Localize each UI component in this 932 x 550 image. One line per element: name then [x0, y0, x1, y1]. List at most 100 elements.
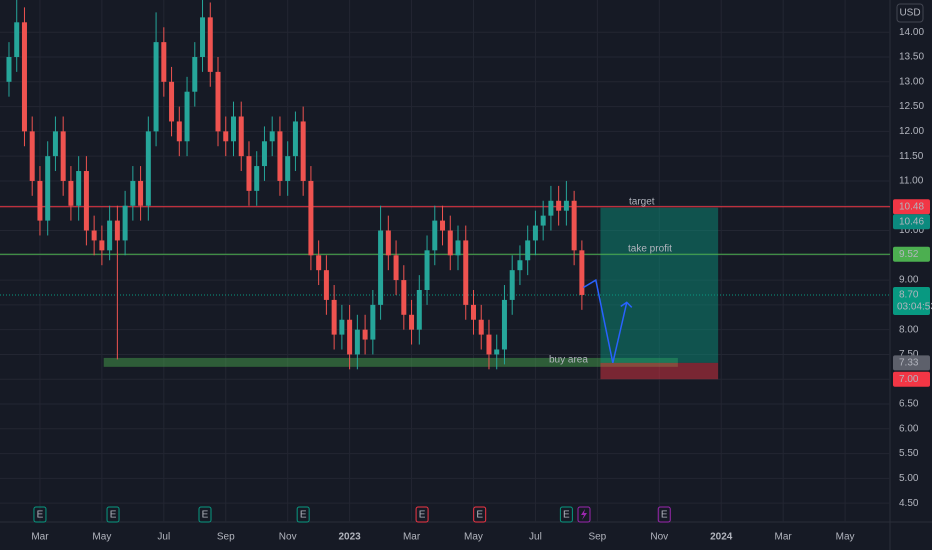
- candle-body: [463, 240, 469, 305]
- x-tick-label: Mar: [775, 532, 793, 543]
- candle-body: [571, 200, 577, 251]
- x-tick-label: 2024: [710, 532, 733, 543]
- candle-body: [525, 240, 531, 261]
- y-tick-label: 6.00: [899, 423, 919, 434]
- x-tick-label: May: [836, 532, 855, 543]
- price-marker: [893, 214, 930, 230]
- candle-body: [486, 334, 492, 355]
- candle-body: [378, 230, 384, 305]
- y-tick-label: 8.00: [899, 324, 919, 335]
- price-marker-label: 9.52: [899, 249, 919, 260]
- candle-body: [540, 215, 546, 226]
- candle-body: [169, 81, 175, 122]
- candle-body: [29, 131, 35, 181]
- y-tick-label: 11.50: [899, 151, 924, 162]
- x-tick-label: Jul: [529, 532, 542, 543]
- candle-body: [339, 319, 345, 335]
- price-marker: [893, 371, 930, 387]
- candle-body: [130, 180, 136, 206]
- candle-body: [532, 225, 538, 241]
- event-icon: [33, 506, 47, 523]
- candle-body: [347, 319, 353, 355]
- price-marker: [893, 199, 930, 215]
- y-tick-label: 11.00: [899, 176, 924, 187]
- price-marker-label: 10.48: [899, 201, 924, 212]
- profit-zone: [600, 207, 719, 363]
- y-tick-label: 14.00: [899, 27, 924, 38]
- candle-body: [478, 319, 484, 335]
- y-tick-label: 12.00: [899, 126, 924, 137]
- candle-body: [409, 314, 415, 330]
- candle-body: [509, 270, 515, 300]
- event-label: E: [419, 510, 426, 521]
- x-tick-label: Jul: [157, 532, 170, 543]
- candle-body: [401, 280, 407, 315]
- candle-body: [138, 180, 144, 206]
- candle-body: [14, 22, 20, 58]
- event-icon: [657, 506, 671, 523]
- y-tick-label: 12.50: [899, 101, 924, 112]
- candle-body: [176, 121, 182, 142]
- price-marker-label: 7.00: [899, 374, 919, 385]
- event-icon: [198, 506, 212, 523]
- y-tick-label: 9.00: [899, 275, 919, 286]
- candle-body: [99, 240, 105, 251]
- candle-body: [6, 57, 12, 82]
- candle-body: [21, 22, 27, 132]
- event-label: E: [110, 510, 117, 521]
- candle-body: [230, 116, 236, 142]
- candle-body: [161, 42, 167, 82]
- candle-body: [362, 329, 368, 340]
- candle-body: [200, 17, 206, 58]
- stop-zone: [600, 362, 719, 380]
- x-tick-label: Nov: [650, 532, 668, 543]
- event-label: E: [661, 510, 668, 521]
- candle-body: [76, 171, 82, 206]
- candle-body: [52, 131, 58, 157]
- candle-body: [424, 250, 430, 290]
- price-marker-label: 10.46: [899, 216, 924, 227]
- x-tick-label: Nov: [279, 532, 297, 543]
- event-icon: [473, 506, 487, 523]
- x-tick-label: May: [92, 532, 111, 543]
- event-icon: [296, 506, 310, 523]
- candle-body: [316, 255, 322, 271]
- candle-body: [223, 131, 229, 142]
- x-tick-label: Sep: [217, 532, 235, 543]
- price-marker: [893, 355, 930, 371]
- price-marker-label: 7.33: [899, 358, 919, 369]
- candle-body: [285, 156, 291, 181]
- candle-body: [470, 304, 476, 320]
- candle-body: [107, 220, 113, 251]
- annotation: target: [629, 197, 655, 208]
- current-price-label: 8.70: [899, 290, 919, 301]
- candle-body: [261, 141, 267, 167]
- currency-box[interactable]: [896, 3, 924, 23]
- candle-body: [393, 255, 399, 281]
- candle-body: [37, 180, 43, 221]
- split-icon: [577, 506, 591, 523]
- candle-body: [548, 200, 554, 216]
- candle-body: [331, 299, 337, 335]
- candle-body: [83, 171, 89, 231]
- candle-body: [292, 121, 298, 157]
- event-icon: [106, 506, 120, 523]
- candle-body: [501, 299, 507, 350]
- candle-body: [385, 230, 391, 256]
- candle-body: [494, 349, 500, 355]
- candle-body: [238, 116, 244, 157]
- y-tick-label: 6.50: [899, 399, 919, 410]
- x-tick-label: Mar: [403, 532, 421, 543]
- candle-body: [114, 220, 120, 241]
- y-tick-label: 5.50: [899, 448, 919, 459]
- price-marker: [893, 246, 930, 262]
- annotation: buy area: [549, 355, 588, 366]
- x-tick-label: May: [464, 532, 483, 543]
- event-label: E: [476, 510, 483, 521]
- candle-body: [440, 220, 446, 231]
- candle-body: [254, 166, 260, 191]
- y-tick-label: 13.50: [899, 52, 924, 63]
- event-label: E: [300, 510, 307, 521]
